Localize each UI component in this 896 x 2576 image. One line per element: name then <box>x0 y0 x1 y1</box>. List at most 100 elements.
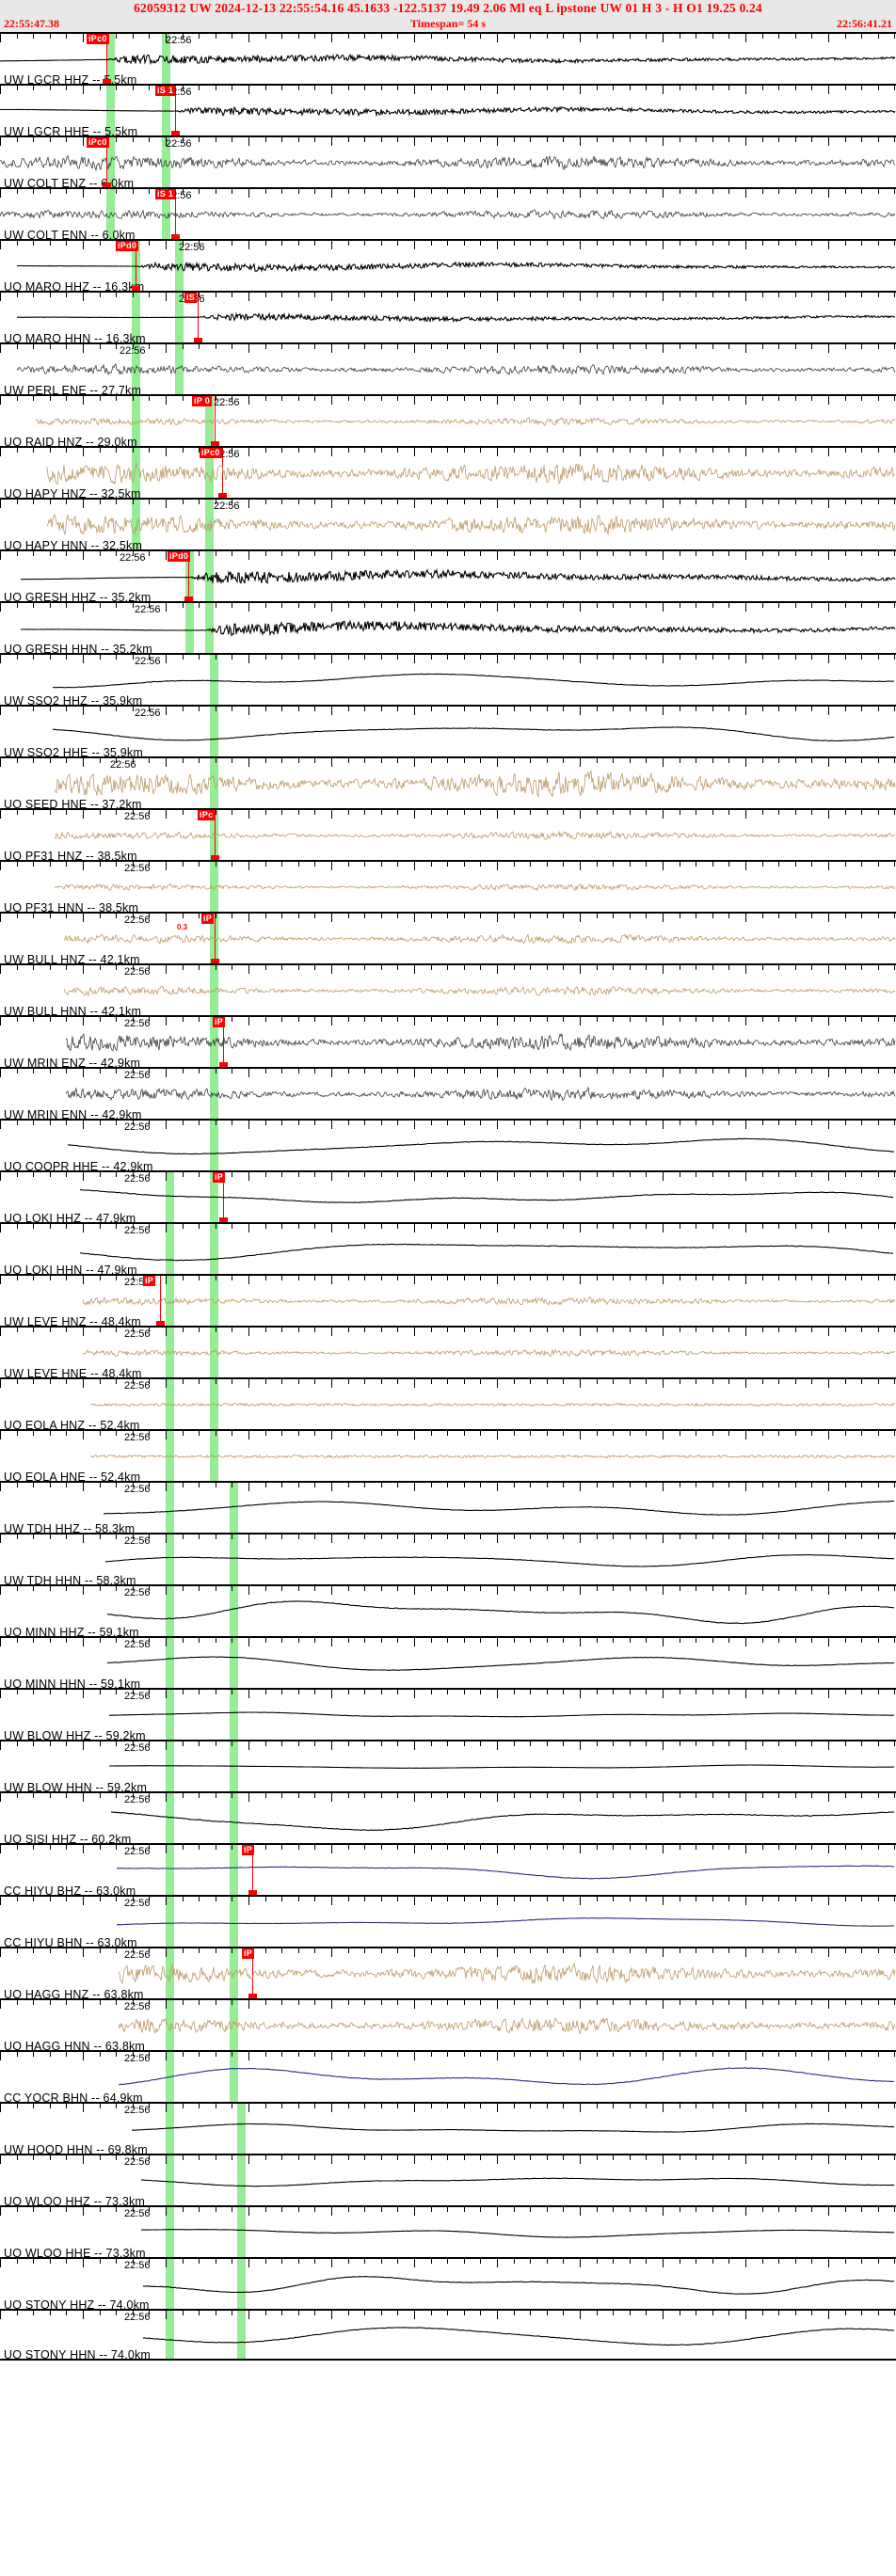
trace-row[interactable]: iPc0 22:56 UO HAPY HNZ -- 32.5km <box>0 446 896 498</box>
pick-phase-label[interactable]: iPc0 <box>87 34 109 44</box>
trace-row[interactable]: 22:56 UO EQLA HNE -- 52.4km <box>0 1429 896 1481</box>
trace-row[interactable]: iP 22:56 CC HIYU BHZ -- 63.0km <box>0 1843 896 1895</box>
pick-phase-label[interactable]: iP <box>201 914 215 924</box>
s-window-band <box>210 914 218 963</box>
trace-row[interactable]: iPc0 22:56 UW LGCR HHZ -- 5.5km <box>0 32 896 84</box>
waveform-trace <box>118 2067 895 2086</box>
trace-row[interactable]: 22:56 UW PERL ENE -- 27.7km <box>0 342 896 394</box>
trace-row[interactable]: 22:56 UW LEVE HNE -- 48.4km <box>0 1326 896 1377</box>
trace-row[interactable]: 22:56 UO GRESH HHN -- 35.2km <box>0 601 896 653</box>
trace-row[interactable]: 22:56 UO MINN HHZ -- 59.1km <box>0 1584 896 1636</box>
trace-row[interactable]: iP 0 22:56 UO RAID HNZ -- 29.0km <box>0 394 896 446</box>
trace-row[interactable]: 22:56 UW MRIN ENN -- 42.9km <box>0 1067 896 1119</box>
trace-row[interactable]: 22:56 UW BLOW HHN -- 59.2km <box>0 1740 896 1791</box>
channel-label: UO WLOQ HHZ -- 73.3km <box>4 2195 146 2205</box>
channel-label: UO HAGG HNN -- 63.8km <box>4 2040 146 2050</box>
trace-row[interactable]: 22:56 UO EQLA HNZ -- 52.4km <box>0 1377 896 1429</box>
header-bar: 62059312 UW 2024-12-13 22:55:54.16 45.16… <box>0 0 896 32</box>
trace-row[interactable]: 22:56 UO STONY HHZ -- 74.0km <box>0 2257 896 2309</box>
trace-row[interactable]: 22:56 UO COOPR HHE -- 42.9km <box>0 1119 896 1170</box>
trace-row[interactable]: 22:56 UW TDH HHZ -- 58.3km <box>0 1481 896 1533</box>
trace-row[interactable]: 22:56 UW SSO2 HHZ -- 35.9km <box>0 653 896 705</box>
trace-row[interactable]: 22:56 UW TDH HHN -- 58.3km <box>0 1533 896 1584</box>
trace-row[interactable]: 22:56 UO HAGG HNN -- 63.8km <box>0 1998 896 2050</box>
pick-phase-label[interactable]: iPd0 <box>168 551 191 562</box>
channel-label: CC YOCR BHN -- 64.9km <box>4 2091 143 2102</box>
pick-marker-line[interactable] <box>106 34 107 84</box>
trace-row[interactable]: 22:56 CC HIYU BHN -- 63.0km <box>0 1895 896 1947</box>
minute-timestamp: 22:56 <box>124 863 151 874</box>
trace-row[interactable]: 22:56 UO LOKI HHN -- 47.9km <box>0 1222 896 1274</box>
pick-phase-label[interactable]: iPd0 <box>116 241 139 251</box>
pick-marker-line[interactable] <box>160 1276 161 1326</box>
waveform-trace <box>89 1454 896 1459</box>
trace-row[interactable]: 22:56 UW BLOW HHZ -- 59.2km <box>0 1688 896 1740</box>
pick-marker-cap <box>248 1994 257 1998</box>
pick-marker-line[interactable] <box>252 1845 253 1895</box>
pick-marker-line[interactable] <box>215 396 216 446</box>
trace-row[interactable]: 22:56 UO WLOQ HHE -- 73.3km <box>0 2205 896 2257</box>
pick-phase-label[interactable]: iS 1 <box>155 189 176 199</box>
trace-row[interactable]: 22:56 UO MINN HHN -- 59.1km <box>0 1636 896 1688</box>
trace-row[interactable]: 22:56 UW SSO2 HHE -- 35.9km <box>0 705 896 756</box>
trace-row[interactable]: iP 0.3 22:56 UW BULL HNZ -- 42.1km <box>0 912 896 963</box>
trace-rows-container: iPc0 22:56 UW LGCR HHZ -- 5.5km iS 1 22:56 UW… <box>0 32 896 2361</box>
channel-label: UW BULL HNZ -- 42.1km <box>4 953 140 963</box>
waveform-trace <box>54 883 896 892</box>
minute-timestamp: 22:56 <box>214 501 240 512</box>
trace-row[interactable]: iPc0 22:56 UW COLT ENZ -- 6.0km <box>0 135 896 187</box>
trace-row[interactable]: iP 22:56 UW MRIN ENZ -- 42.9km <box>0 1015 896 1067</box>
trace-row[interactable]: 22:56 UO SEED HNE -- 37.2km <box>0 756 896 808</box>
trace-row[interactable]: iS 1 22:56 UW LGCR HHE -- 5.5km <box>0 84 896 135</box>
trace-row[interactable]: 22:56 UO HAPY HNN -- 32.5km <box>0 498 896 549</box>
start-time-label: 22:55:47.38 <box>4 17 59 30</box>
s-window-band <box>237 2311 246 2359</box>
s-window-band <box>210 810 218 860</box>
s-window-band <box>237 2155 246 2205</box>
minute-timestamp: 22:56 <box>124 1225 151 1236</box>
pick-marker-line[interactable] <box>188 551 189 601</box>
pick-marker-line[interactable] <box>252 1948 253 1998</box>
trace-row[interactable]: 22:56 UO PF31 HNN -- 38.5km <box>0 860 896 912</box>
trace-row[interactable]: iS 1 22:56 UW COLT ENN -- 6.0km <box>0 187 896 239</box>
trace-row[interactable]: iPc 22:56 UO PF31 HNZ -- 38.5km <box>0 808 896 860</box>
pick-marker-line[interactable] <box>215 914 216 963</box>
trace-row[interactable]: iP 22:56 UO HAGG HNZ -- 63.8km <box>0 1947 896 1998</box>
pick-marker-cap <box>103 79 111 84</box>
channel-label: UO LOKI HHZ -- 47.9km <box>4 1212 136 1222</box>
pick-phase-label[interactable]: iPc0 <box>87 137 109 148</box>
trace-row[interactable]: 22:56 UO STONY HHN -- 74.0km <box>0 2309 896 2361</box>
channel-label: UW MRIN ENN -- 42.9km <box>4 1108 142 1119</box>
trace-row[interactable]: iP 22:56 UO LOKI HHZ -- 47.9km <box>0 1170 896 1222</box>
pick-phase-label[interactable]: iP <box>242 1948 255 1959</box>
pick-phase-label[interactable]: iPc0 <box>200 448 222 458</box>
pick-phase-label[interactable]: iP <box>213 1017 226 1027</box>
trace-row[interactable]: 22:56 UO SISI HHZ -- 60.2km <box>0 1791 896 1843</box>
s-window-band <box>175 344 184 394</box>
pick-phase-label[interactable]: iS 1 <box>155 86 176 96</box>
pick-phase-label[interactable]: iP <box>143 1276 156 1286</box>
waveform-trace <box>16 363 896 376</box>
pick-phase-label[interactable]: iP <box>213 1172 226 1183</box>
pick-marker-cap <box>219 1217 228 1222</box>
trace-row[interactable]: 22:56 UW HOOD HHN -- 69.8km <box>0 2102 896 2154</box>
pick-phase-label[interactable]: iP 0 <box>192 396 213 406</box>
pick-phase-label[interactable]: iS <box>184 293 198 303</box>
trace-row[interactable]: iPd0 22:56 UO GRESH HHZ -- 35.2km <box>0 549 896 601</box>
minute-timestamp: 22:56 <box>124 1535 151 1547</box>
pick-marker-line[interactable] <box>223 1017 224 1067</box>
s-window-band <box>210 1121 218 1170</box>
trace-row[interactable]: 22:56 UO WLOQ HHZ -- 73.3km <box>0 2154 896 2205</box>
minute-timestamp: 22:56 <box>110 759 136 771</box>
s-window-band <box>166 1845 174 1895</box>
s-window-band <box>210 965 218 1015</box>
channel-label: UW SSO2 HHE -- 35.9km <box>4 746 143 756</box>
trace-row[interactable]: 22:56 CC YOCR BHN -- 64.9km <box>0 2050 896 2102</box>
trace-row[interactable]: iPd0 22:56 UO MARQ HHZ -- 16.3km <box>0 239 896 291</box>
trace-row[interactable]: iP 22:56 UW LEVE HNZ -- 48.4km <box>0 1274 896 1326</box>
channel-label: UW HOOD HHN -- 69.8km <box>4 2143 148 2154</box>
pick-phase-label[interactable]: iPc <box>198 810 216 820</box>
trace-row[interactable]: 22:56 UW BULL HNN -- 42.1km <box>0 963 896 1015</box>
pick-phase-label[interactable]: iP <box>242 1845 255 1855</box>
